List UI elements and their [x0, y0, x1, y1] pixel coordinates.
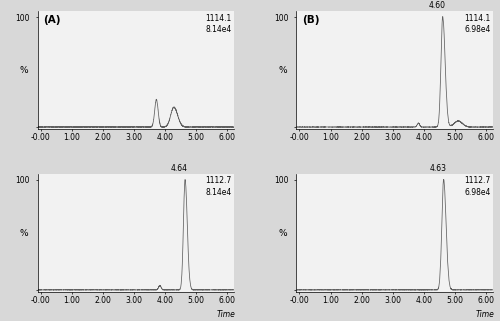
Text: %: %: [20, 66, 28, 75]
Text: 1114.1
6.98e4: 1114.1 6.98e4: [464, 13, 490, 34]
Text: %: %: [278, 66, 287, 75]
Text: (A): (A): [44, 15, 61, 25]
Text: Time: Time: [476, 310, 494, 319]
Text: 4.63: 4.63: [429, 164, 446, 173]
Text: 1112.7
6.98e4: 1112.7 6.98e4: [464, 177, 490, 196]
Text: (B): (B): [302, 15, 320, 25]
Text: 1112.7
8.14e4: 1112.7 8.14e4: [206, 177, 232, 196]
Text: 4.60: 4.60: [428, 1, 446, 10]
Text: 1114.1
8.14e4: 1114.1 8.14e4: [206, 13, 232, 34]
Text: %: %: [278, 229, 287, 238]
Text: %: %: [20, 229, 28, 238]
Text: 100: 100: [15, 177, 30, 186]
Text: 100: 100: [274, 177, 288, 186]
Text: 4.64: 4.64: [170, 164, 188, 173]
Text: Time: Time: [216, 310, 236, 319]
Text: 100: 100: [15, 13, 30, 22]
Text: 100: 100: [274, 13, 288, 22]
